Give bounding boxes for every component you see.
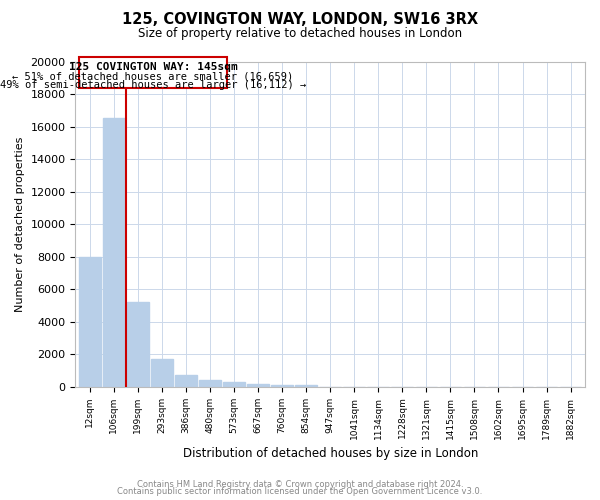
Text: Size of property relative to detached houses in London: Size of property relative to detached ho…: [138, 28, 462, 40]
Bar: [199, 380, 221, 387]
Bar: [295, 385, 317, 387]
Text: 49% of semi-detached houses are larger (16,112) →: 49% of semi-detached houses are larger (…: [0, 80, 306, 90]
Bar: [247, 384, 269, 387]
Bar: [79, 256, 101, 387]
Bar: [175, 374, 197, 387]
Bar: [127, 302, 149, 387]
Bar: [271, 384, 293, 387]
Text: Contains HM Land Registry data © Crown copyright and database right 2024.: Contains HM Land Registry data © Crown c…: [137, 480, 463, 489]
Text: ← 51% of detached houses are smaller (16,659): ← 51% of detached houses are smaller (16…: [12, 72, 293, 82]
X-axis label: Distribution of detached houses by size in London: Distribution of detached houses by size …: [182, 447, 478, 460]
FancyBboxPatch shape: [79, 56, 227, 88]
Bar: [223, 382, 245, 387]
Bar: [151, 359, 173, 387]
Text: Contains public sector information licensed under the Open Government Licence v3: Contains public sector information licen…: [118, 488, 482, 496]
Bar: [103, 118, 125, 387]
Text: 125 COVINGTON WAY: 145sqm: 125 COVINGTON WAY: 145sqm: [68, 62, 237, 72]
Text: 125, COVINGTON WAY, LONDON, SW16 3RX: 125, COVINGTON WAY, LONDON, SW16 3RX: [122, 12, 478, 28]
Y-axis label: Number of detached properties: Number of detached properties: [15, 136, 25, 312]
